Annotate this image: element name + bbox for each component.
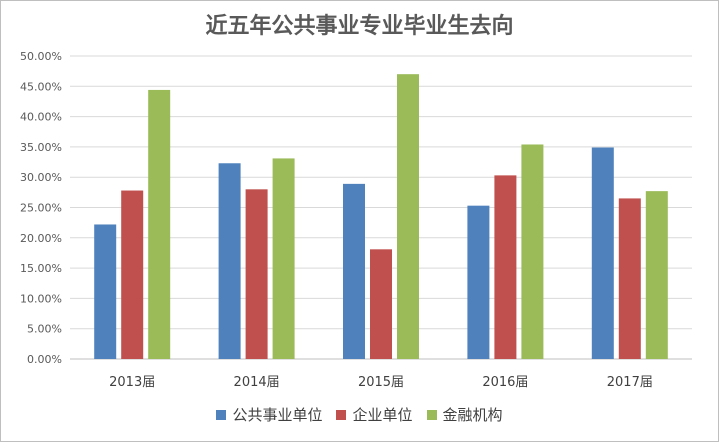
bar-finance: [645, 191, 668, 359]
bar-public: [591, 147, 614, 359]
y-tick-label: 5.00%: [27, 323, 62, 336]
legend-swatch-enterprise: [336, 409, 347, 420]
y-tick-label: 25.00%: [20, 202, 62, 215]
bar-enterprise: [618, 198, 641, 359]
x-tick-label: 2013届: [109, 375, 155, 390]
y-tick-label: 45.00%: [20, 80, 62, 93]
bar-finance: [148, 89, 171, 359]
legend-swatch-finance: [426, 409, 437, 420]
chart-title: 近五年公共事业专业毕业生去向: [205, 14, 514, 39]
x-tick-label: 2015届: [358, 375, 404, 390]
y-tick-label: 15.00%: [20, 262, 62, 275]
bar-enterprise: [121, 190, 144, 359]
bar-enterprise: [494, 175, 517, 359]
legend-item-finance: 金融机构: [426, 404, 503, 425]
y-tick-label: 50.00%: [20, 50, 62, 63]
x-tick-label: 2016届: [482, 375, 528, 390]
bar-enterprise: [370, 249, 392, 359]
y-tick-label: 30.00%: [20, 171, 62, 184]
bar-enterprise: [245, 189, 268, 359]
chart-legend: 公共事业单位 企业单位 金融机构: [0, 404, 719, 425]
legend-label-enterprise: 企业单位: [352, 406, 413, 424]
y-tick-label: 35.00%: [20, 141, 62, 154]
y-tick-label: 20.00%: [20, 232, 62, 245]
y-tick-label: 10.00%: [20, 292, 62, 305]
bar-public: [218, 163, 241, 359]
legend-item-enterprise: 企业单位: [336, 404, 413, 425]
bar-public: [343, 183, 365, 359]
x-tick-label: 2017届: [607, 375, 653, 390]
legend-swatch-public: [216, 409, 227, 420]
bar-public: [467, 205, 490, 359]
legend-label-finance: 金融机构: [442, 406, 503, 424]
bar-finance: [272, 158, 295, 359]
x-tick-label: 2014届: [234, 375, 280, 390]
y-tick-label: 40.00%: [20, 111, 62, 124]
bar-public: [94, 224, 117, 359]
bar-finance: [521, 144, 544, 359]
bar-finance: [397, 74, 419, 360]
legend-label-public: 公共事业单位: [232, 406, 323, 424]
legend-item-public: 公共事业单位: [216, 404, 322, 425]
y-tick-label: 0.00%: [27, 353, 62, 366]
